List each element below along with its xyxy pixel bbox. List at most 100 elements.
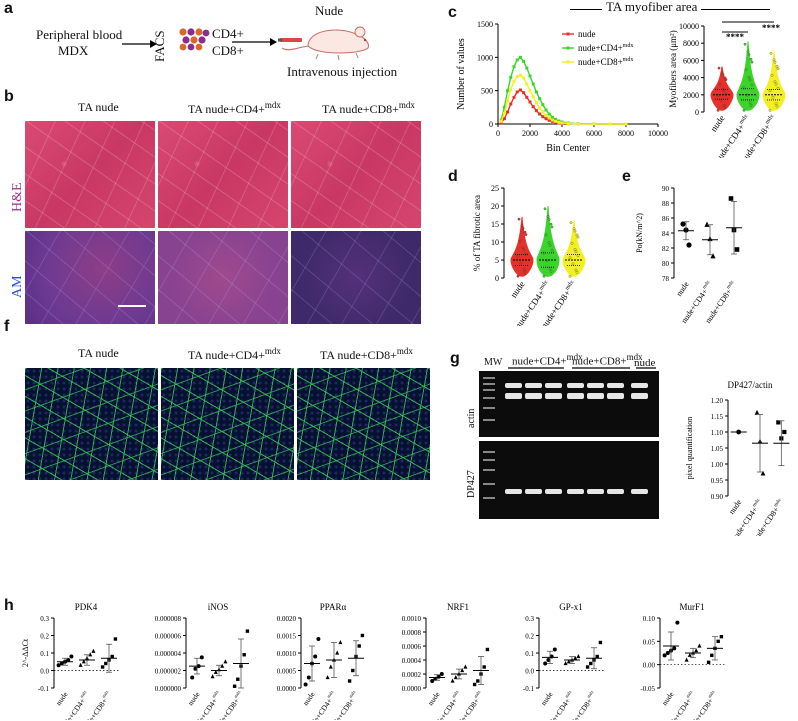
violin-point	[717, 66, 721, 70]
series-point	[576, 122, 580, 126]
data-point	[88, 652, 93, 657]
violin-point	[576, 235, 580, 239]
series-point	[544, 117, 548, 121]
series-point	[525, 95, 529, 99]
data-point	[754, 409, 760, 415]
violin-point	[749, 104, 753, 107]
data-point	[325, 675, 330, 680]
x-category-sup: mdx	[685, 689, 694, 699]
x-tick-label: 6000	[586, 129, 602, 138]
h-nrf1-chart: 0.0000 0.0002 0.0004 0.0006 0.0008 0.0010 NRF1…	[402, 602, 490, 720]
source-label-line1: Peripheral blood	[36, 27, 123, 42]
y-tick-label: 0.0010	[402, 615, 422, 623]
violin-point	[771, 95, 775, 99]
series-point	[538, 106, 542, 110]
data-point	[306, 675, 311, 680]
data-point	[776, 420, 781, 425]
data-point	[680, 221, 686, 227]
x-category-text: nude	[539, 689, 555, 707]
violin-point	[574, 268, 578, 272]
x-axis-label: Bin Center	[546, 143, 590, 154]
x-category-sup: mdx	[473, 689, 482, 699]
data-point	[675, 620, 680, 625]
data-point	[453, 675, 458, 680]
series-point	[506, 99, 510, 103]
y-tick-label: -0.05	[640, 685, 655, 693]
f-col-label-3-sup: mdx	[396, 346, 413, 356]
violin-point	[521, 246, 525, 250]
b-col-label-3-sup: mdx	[398, 100, 415, 110]
violin-point	[520, 224, 524, 228]
x-category-label: nude	[54, 689, 70, 707]
x-category-sup: mdx	[702, 280, 711, 291]
data-point	[694, 648, 699, 653]
panel-letter-a: a	[4, 0, 13, 17]
he-image-cd4	[158, 121, 288, 228]
data-point	[585, 665, 590, 669]
data-point	[347, 679, 352, 683]
y-tick-label: 0.0	[40, 668, 49, 676]
data-point	[728, 196, 734, 201]
data-point	[220, 663, 225, 668]
data-point	[110, 654, 114, 659]
series-point	[608, 122, 612, 126]
y-tick-label: 0.000002	[155, 668, 182, 676]
violin-point	[574, 250, 578, 253]
x-category-label: nude	[301, 689, 317, 707]
injection-label: Intravenous injection	[287, 64, 398, 79]
data-point	[485, 647, 490, 652]
gel-group-1: nude+CD4+mdx	[512, 352, 583, 368]
violin-point	[523, 270, 527, 274]
x-tick-label: 4000	[554, 129, 570, 138]
legend-marker	[566, 46, 570, 50]
violin-nude+CD8+	[762, 50, 786, 111]
x-category-label: nude	[426, 689, 442, 707]
data-point	[78, 662, 83, 667]
y-tick-label: 0.0010	[277, 650, 297, 658]
series-point	[560, 121, 564, 125]
h-ppara-chart: 0.00000.00050.00100.00150.0020PPARαnuden…	[277, 602, 365, 720]
y-tick-label: 0.000006	[155, 633, 182, 641]
violin-nude	[510, 216, 534, 277]
series-line-nude+CD8+	[500, 74, 626, 125]
violin-point	[516, 255, 520, 258]
legend-text: nude+CD8+	[578, 57, 623, 67]
x-category-sup: mdx	[211, 689, 220, 699]
series-point	[502, 105, 506, 109]
b-col-label-2-text: TA nude+CD4+	[188, 102, 265, 116]
violin-point	[522, 268, 526, 272]
violin-point	[575, 270, 579, 274]
violin-point	[774, 102, 778, 106]
x-category-sup: mdx	[101, 689, 110, 699]
x-category-sup: mdx	[564, 689, 573, 699]
x-tick-label: 0	[496, 129, 500, 138]
y-tick-label: 0.95	[711, 477, 724, 485]
violin-point	[546, 215, 550, 218]
violin-point	[768, 108, 772, 112]
violin-point	[743, 42, 747, 46]
y-tick-label: 0.2	[525, 633, 534, 641]
y-tick-label: 78	[662, 275, 670, 283]
y-tick-label: 1000	[477, 53, 493, 62]
dp427-row-label: DP427	[466, 470, 477, 498]
y-tick-label: 20	[491, 202, 499, 211]
y-tick-label: 0.1	[40, 650, 49, 658]
data-point	[66, 658, 71, 662]
f-col-label-2-sup: mdx	[264, 346, 281, 356]
series-point	[550, 118, 554, 122]
y-tick-label: -0.1	[38, 685, 50, 693]
violin-point	[772, 58, 776, 62]
data-point	[193, 666, 198, 671]
y-tick-label: 82	[662, 245, 670, 253]
y-tick-label: 0.0006	[402, 643, 422, 651]
data-point	[476, 679, 480, 683]
b-col-label-1: TA nude	[78, 100, 119, 114]
data-point	[672, 646, 677, 651]
y-tick-label: 6000	[683, 56, 699, 65]
violin-point	[776, 86, 780, 90]
data-point	[242, 653, 246, 657]
b-col-label-3: TA nude+CD8+mdx	[322, 100, 415, 117]
violin-point	[517, 217, 521, 221]
data-point	[573, 655, 578, 660]
